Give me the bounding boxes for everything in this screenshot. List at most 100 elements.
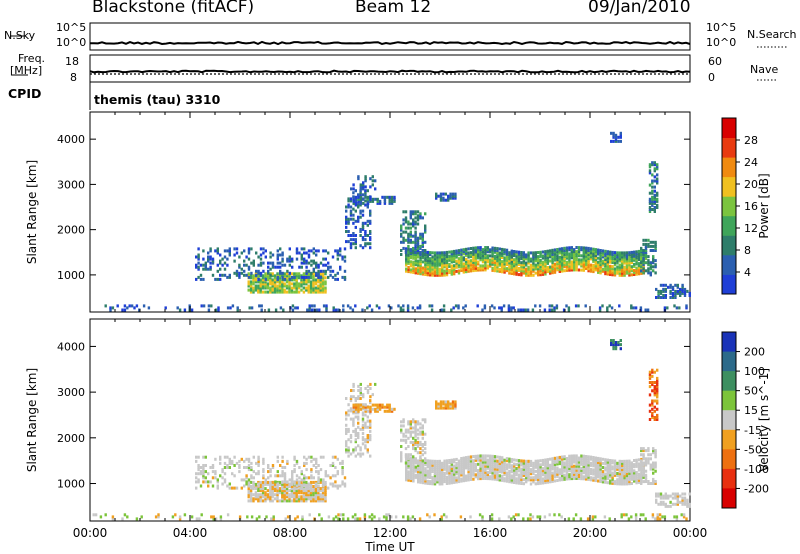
echo-cell (498, 459, 501, 463)
echo-cell (245, 273, 248, 277)
echo-cell (589, 249, 593, 253)
echo-cell (228, 253, 231, 257)
echo-cell (404, 430, 408, 434)
echo-cell (544, 252, 547, 256)
echo-cell (451, 404, 455, 408)
echo-cell (369, 219, 372, 223)
echo-cell (404, 434, 408, 438)
echo-cell (652, 477, 655, 481)
echo-cell (599, 471, 602, 475)
echo-cell (549, 478, 552, 482)
echo-cell (319, 272, 322, 276)
echo-cell (510, 259, 513, 263)
echo-cell (200, 513, 203, 517)
echo-cell (618, 273, 621, 277)
echo-cell (474, 252, 477, 256)
echo-cell (612, 339, 615, 342)
echo-cell (121, 308, 124, 312)
echo-cell (319, 269, 323, 273)
echo-cell (589, 255, 593, 259)
echo-cell (551, 467, 554, 471)
echo-cell (549, 269, 552, 273)
echo-cell (573, 260, 576, 264)
echo-cell (204, 455, 207, 459)
echo-cell (439, 404, 443, 408)
echo-cell (433, 474, 437, 478)
echo-cell (437, 402, 440, 406)
echo-cell (435, 406, 438, 410)
echo-cell (405, 459, 408, 463)
echo-cell (319, 290, 322, 294)
echo-cell (493, 475, 497, 479)
echo-cell (630, 515, 633, 519)
echo-cell (297, 276, 301, 280)
echo-cell (477, 260, 480, 264)
echo-cell (271, 487, 274, 491)
echo-cell (278, 276, 282, 280)
echo-cell (414, 226, 417, 230)
echo-cell (204, 464, 207, 467)
echo-cell (618, 478, 621, 482)
echo-cell (317, 472, 320, 476)
echo-cell (517, 256, 521, 260)
echo-cell (520, 271, 523, 275)
echo-cell (493, 473, 497, 477)
echo-cell (327, 486, 330, 490)
echo-cell (258, 304, 261, 308)
echo-cell (409, 216, 412, 220)
echo-cell (642, 465, 645, 469)
echo-cell (556, 456, 559, 460)
echo-cell (454, 406, 457, 410)
echo-cell (454, 400, 457, 404)
echo-cell (642, 467, 645, 471)
echo-cell (649, 244, 652, 248)
echo-cell (534, 461, 537, 465)
echo-cell (369, 395, 372, 399)
echo-cell (243, 478, 246, 482)
echo-cell (597, 260, 600, 264)
echo-cell (537, 267, 540, 271)
echo-cell (625, 253, 629, 257)
echo-cell (412, 473, 415, 477)
echo-cell (314, 290, 318, 294)
echo-cell (104, 513, 107, 517)
echo-cell (259, 253, 263, 257)
echo-cell (520, 482, 523, 485)
echo-cell (419, 455, 422, 459)
echo-cell (402, 308, 405, 312)
echo-cell (529, 461, 533, 465)
echo-cell (369, 425, 372, 429)
echo-cell (527, 257, 530, 261)
echo-cell (515, 479, 518, 483)
colorbar-tick-label: 15 (744, 404, 758, 417)
echo-cell (652, 265, 655, 269)
echo-cell (388, 197, 391, 201)
echo-cell (653, 391, 656, 395)
echo-cell (364, 221, 367, 225)
echo-cell (352, 407, 355, 411)
echo-cell (281, 259, 284, 263)
echo-cell (310, 468, 313, 472)
echo-cell (424, 479, 427, 483)
echo-cell (580, 258, 583, 262)
echo-cell (238, 466, 241, 469)
echo-cell (613, 467, 617, 471)
echo-cell (491, 254, 494, 258)
echo-cell (609, 270, 612, 274)
echo-cell (582, 268, 585, 272)
echo-cell (561, 253, 564, 257)
echo-cell (577, 475, 581, 478)
echo-cell (659, 289, 663, 293)
echo-cell (259, 278, 262, 282)
echo-cell (474, 456, 477, 460)
echo-cell (405, 465, 408, 469)
echo-cell (278, 286, 282, 290)
echo-cell (438, 257, 441, 261)
echo-cell (589, 263, 593, 267)
echo-cell (309, 290, 313, 294)
echo-cell (508, 474, 511, 477)
echo-cell (630, 267, 633, 271)
echo-cell (334, 515, 338, 519)
echo-cell (496, 247, 499, 251)
echo-cell (484, 470, 487, 474)
